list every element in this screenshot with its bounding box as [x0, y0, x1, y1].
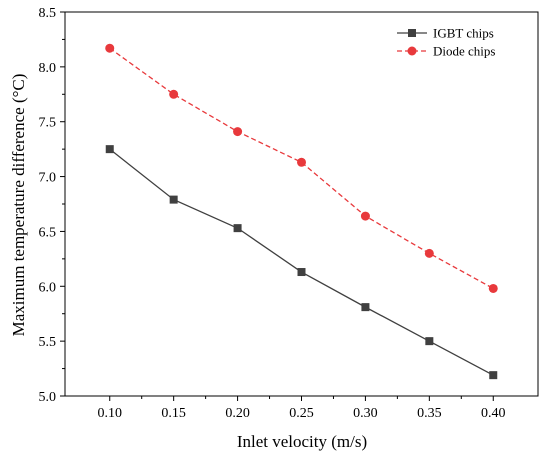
y-axis: 5.0 5.5 6.0 6.5 7.0 7.5 8.0 8.5 [39, 6, 65, 405]
data-point-igbt-chips [233, 224, 242, 233]
series-line-diode-chips [109, 47, 494, 290]
x-tick-label: 0.30 [353, 406, 378, 421]
data-point-igbt-chips [105, 145, 114, 154]
y-tick-label: 7.5 [39, 116, 57, 131]
plot-frame [64, 11, 539, 397]
data-point-diode-chips [105, 43, 115, 53]
x-tick-label: 0.20 [225, 406, 250, 421]
data-point-igbt-chips [297, 268, 306, 277]
legend-marker-diode-chips [407, 46, 417, 56]
data-point-igbt-chips [169, 195, 178, 204]
x-tick-label: 0.35 [417, 406, 442, 421]
y-tick-label: 6.5 [39, 225, 57, 240]
y-axis-title: Maximum temperature difference (°C) [9, 74, 28, 337]
legend-label-diode-chips: Diode chips [433, 44, 495, 59]
y-tick-label: 5.0 [39, 390, 57, 405]
y-tick-label: 8.5 [39, 6, 57, 21]
x-tick-label: 0.10 [97, 406, 122, 421]
series-layer [105, 43, 498, 380]
x-tick-label: 0.15 [161, 406, 186, 421]
x-tick-label: 0.25 [289, 406, 314, 421]
data-point-diode-chips [488, 283, 498, 293]
y-tick-label: 5.5 [39, 335, 57, 350]
data-point-diode-chips [360, 211, 370, 221]
legend-label-igbt-chips: IGBT chips [433, 26, 494, 41]
data-point-diode-chips [233, 127, 243, 137]
data-point-igbt-chips [489, 371, 498, 380]
x-axis: 0.10 0.15 0.20 0.25 0.30 0.35 0.40 [97, 396, 506, 421]
data-point-diode-chips [297, 157, 306, 167]
data-point-diode-chips [424, 248, 434, 258]
data-point-diode-chips [169, 89, 179, 99]
legend-marker-igbt-chips [408, 29, 416, 37]
x-tick-label: 0.40 [481, 406, 506, 421]
x-axis-title: Inlet velocity (m/s) [237, 432, 367, 451]
data-point-igbt-chips [425, 337, 434, 346]
y-tick-label: 8.0 [39, 61, 57, 76]
data-point-igbt-chips [361, 303, 370, 312]
y-tick-label: 6.0 [39, 280, 57, 295]
legend: IGBT chips Diode chips [397, 26, 495, 59]
series-line-igbt-chips [109, 148, 494, 376]
y-tick-label: 7.0 [39, 171, 57, 186]
